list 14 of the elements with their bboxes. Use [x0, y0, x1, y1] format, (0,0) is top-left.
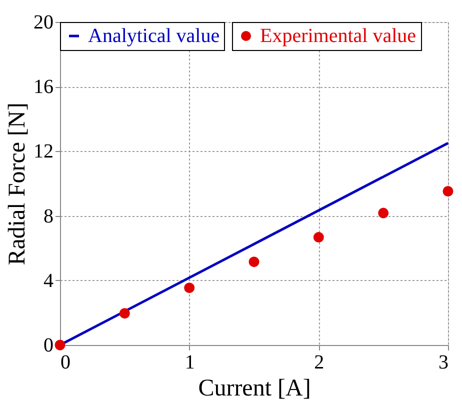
x-axis-title: Current [A]	[198, 376, 311, 402]
legend-label: Experimental value	[260, 25, 416, 47]
y-tick-label: 0	[44, 334, 54, 356]
y-tick-label: 4	[44, 270, 54, 292]
x-tick-label: 0	[60, 352, 70, 374]
x-tick-label: 3	[438, 352, 448, 374]
y-tick-label: 8	[44, 205, 54, 228]
x-tick-label: 1	[184, 352, 195, 374]
y-tick-label: 16	[34, 76, 54, 98]
y-axis-title: Radial Force [N]	[4, 102, 30, 266]
y-tick-label: 12	[34, 140, 54, 163]
y-tick-label: 20	[34, 12, 54, 34]
legend-label: Analytical value	[88, 25, 220, 47]
x-tick-label: 2	[314, 352, 324, 374]
